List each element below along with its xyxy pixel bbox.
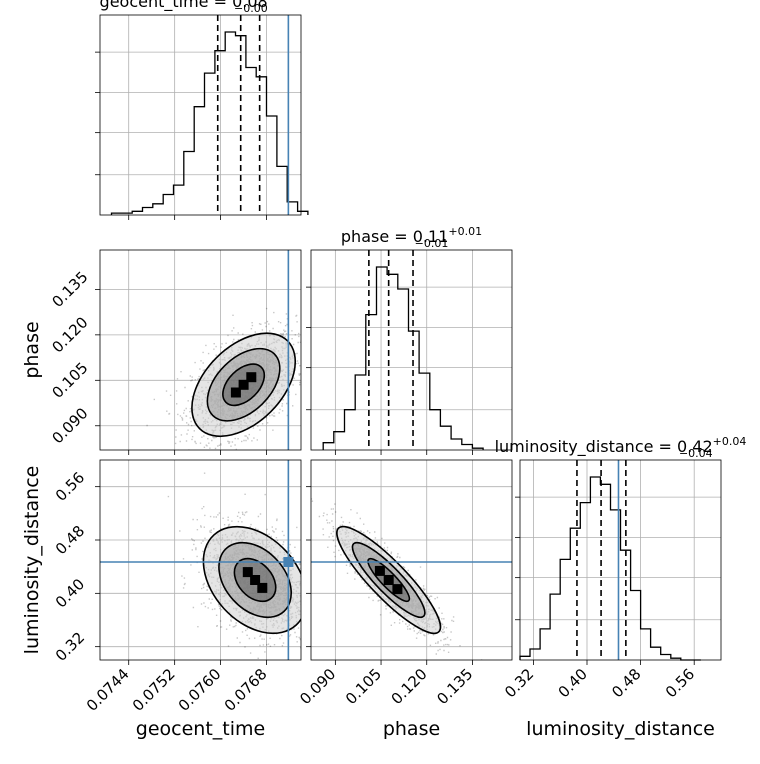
x-axis-label: geocent_time <box>136 718 265 740</box>
density-contour <box>202 525 301 635</box>
y-tick-label: 0.135 <box>48 268 91 311</box>
x-tick-label: 0.0752 <box>129 665 179 715</box>
x-axis-label: luminosity_distance <box>526 718 715 740</box>
panel-title: geocent_time = 0.08+0.00−0.00 <box>100 0 302 15</box>
panel-title-minus: −0.04 <box>679 447 713 460</box>
hist-panel-phase: phase = 0.11+0.01 −0.01 <box>306 225 513 451</box>
density-contour <box>222 363 266 407</box>
scatter-panel-geocent_time-phase <box>99 249 302 451</box>
density-peak-cell <box>230 387 241 398</box>
y-tick-label: 0.120 <box>48 313 91 356</box>
density-contour <box>206 347 281 422</box>
y-tick-label: 0.56 <box>52 468 88 504</box>
x-tick-label: 0.56 <box>662 665 698 701</box>
y-tick-label: 0.32 <box>52 628 88 664</box>
panel-title-plus: +0.00 <box>268 0 302 3</box>
scatter-panel-geocent_time-luminosity_distance <box>99 459 302 661</box>
panel-frame <box>99 459 302 661</box>
hist-panel-luminosity_distance: luminosity_distance = 0.42+0.04 −0.04 <box>495 435 747 661</box>
panel-title: phase = 0.11+0.01 −0.01 <box>341 225 482 250</box>
density-contour <box>351 541 426 619</box>
y-axis-label: luminosity_distance <box>21 466 43 655</box>
x-axis-label: phase <box>383 718 440 740</box>
x-tick-label: 0.0768 <box>221 665 271 715</box>
density-contour <box>218 541 293 619</box>
density-peak-cell <box>257 582 268 593</box>
truth-marker <box>283 557 294 567</box>
x-tick-label: 0.105 <box>342 665 385 708</box>
scatter-points <box>146 307 301 450</box>
y-tick-label: 0.48 <box>52 522 88 558</box>
panel-title-plus: +0.01 <box>448 225 482 238</box>
scatter-panel-phase-luminosity_distance <box>310 459 513 661</box>
y-tick-label: 0.40 <box>52 575 88 611</box>
density-contour <box>336 525 442 635</box>
density-peak-cell <box>392 584 403 595</box>
x-tick-label: 0.0760 <box>175 665 225 715</box>
density-peak-cell <box>246 372 257 383</box>
panel-title: luminosity_distance = 0.42+0.04 −0.04 <box>495 435 747 460</box>
hist-panel-geocent_time: geocent_time = 0.08+0.00−0.00 <box>95 0 309 216</box>
panel-frame <box>310 249 513 451</box>
panel-frame <box>519 459 722 661</box>
y-tick-label: 0.105 <box>48 359 91 402</box>
panel-frame <box>310 459 513 661</box>
density-peak-cell <box>383 575 394 585</box>
density-contour <box>367 557 411 603</box>
density-peak-cell <box>250 575 261 585</box>
y-tick-label: 0.090 <box>48 404 91 447</box>
histogram-step <box>519 476 701 661</box>
x-tick-label: 0.0744 <box>83 665 133 715</box>
panel-title-value: phase = 0.11 <box>341 227 448 246</box>
x-tick-label: 0.40 <box>555 665 591 701</box>
panel-title-value: geocent_time = 0.08 <box>100 0 268 12</box>
panel-title-plus: +0.04 <box>713 435 747 448</box>
panel-title-minus: −0.01 <box>415 237 449 250</box>
density-peak-cell <box>242 567 253 578</box>
x-tick-label: 0.48 <box>608 665 644 701</box>
panel-frame <box>99 249 302 451</box>
scatter-points <box>167 472 301 659</box>
panel-title-minus: −0.00 <box>234 2 268 15</box>
density-peak-cell <box>238 379 249 390</box>
x-tick-label: 0.090 <box>296 665 339 708</box>
histogram-step <box>322 266 484 450</box>
x-tick-label: 0.32 <box>501 665 537 701</box>
panel-title-value: luminosity_distance = 0.42 <box>495 437 713 457</box>
x-tick-label: 0.120 <box>388 665 431 708</box>
histogram-step <box>110 31 309 215</box>
density-peak-cell <box>374 565 385 576</box>
x-tick-label: 0.135 <box>433 665 476 708</box>
y-axis-label: phase <box>21 321 43 378</box>
panel-frame <box>99 14 302 216</box>
